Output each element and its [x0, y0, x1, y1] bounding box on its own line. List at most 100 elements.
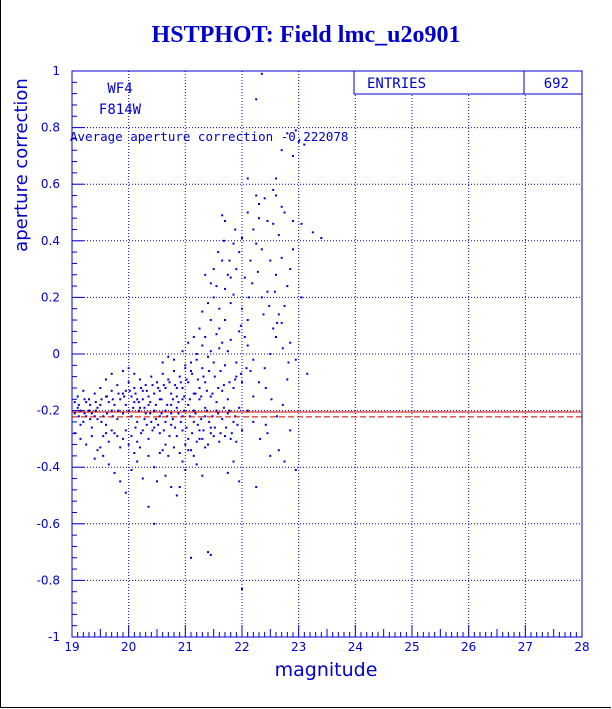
- data-point: [209, 350, 212, 353]
- data-point: [175, 387, 178, 389]
- data-point: [73, 401, 76, 404]
- data-point: [281, 403, 284, 406]
- data-point: [209, 319, 212, 321]
- data-point: [238, 480, 241, 483]
- data-point: [128, 389, 131, 392]
- data-point: [241, 429, 243, 432]
- data-point: [123, 395, 126, 398]
- data-point: [192, 409, 195, 412]
- data-point: [162, 429, 165, 432]
- data-point: [292, 154, 294, 157]
- data-point: [218, 440, 221, 443]
- data-point: [255, 194, 258, 197]
- data-point: [195, 440, 198, 443]
- data-point: [275, 336, 277, 338]
- data-point: [224, 287, 226, 290]
- data-point: [209, 282, 212, 285]
- data-point: [136, 420, 139, 423]
- x-tick-label: 28: [574, 640, 589, 654]
- data-point: [294, 358, 297, 361]
- data-point: [300, 296, 303, 299]
- data-point: [255, 486, 258, 488]
- data-point: [100, 398, 103, 401]
- data-point: [145, 423, 148, 426]
- data-point: [179, 381, 182, 384]
- data-point: [272, 327, 275, 330]
- data-point: [277, 313, 280, 316]
- data-point: [187, 449, 190, 452]
- data-point: [255, 98, 258, 101]
- data-point: [73, 432, 76, 435]
- data-point: [268, 304, 271, 307]
- data-point: [105, 423, 107, 426]
- y-tick-label: 0.4: [41, 234, 60, 248]
- data-point: [102, 435, 105, 438]
- data-point: [110, 409, 113, 412]
- data-point: [221, 389, 224, 392]
- data-point: [158, 415, 161, 418]
- data-point: [160, 398, 163, 401]
- data-point: [246, 211, 249, 214]
- data-point: [181, 398, 184, 401]
- data-point: [262, 313, 265, 316]
- data-point: [133, 387, 136, 389]
- data-point: [196, 423, 199, 426]
- data-point: [212, 435, 215, 438]
- data-point: [162, 384, 165, 387]
- data-point: [147, 437, 150, 440]
- data-point: [241, 381, 243, 384]
- data-point: [175, 435, 178, 438]
- data-point: [113, 471, 116, 474]
- data-point: [127, 443, 130, 446]
- data-point: [229, 338, 232, 341]
- data-point: [266, 220, 269, 222]
- data-point: [76, 406, 79, 409]
- data-point: [174, 384, 177, 387]
- data-point: [79, 423, 82, 426]
- data-point: [79, 437, 82, 440]
- data-point: [94, 409, 97, 412]
- data-point: [204, 415, 207, 418]
- data-point: [144, 384, 147, 387]
- x-tick-labels: 19 20 21 22 23 24 25 26 27 28: [64, 640, 589, 654]
- data-point: [198, 398, 201, 401]
- data-point: [171, 398, 174, 401]
- data-point: [107, 463, 110, 466]
- data-point: [198, 327, 201, 330]
- data-point: [181, 387, 184, 389]
- data-point: [149, 401, 152, 404]
- data-point: [226, 412, 229, 415]
- data-point: [93, 415, 96, 418]
- data-point: [154, 418, 157, 421]
- data-point: [217, 251, 220, 254]
- data-point: [83, 412, 86, 415]
- data-point: [195, 358, 198, 361]
- data-point: [111, 415, 114, 418]
- data-point: [96, 406, 99, 409]
- data-point: [167, 355, 170, 358]
- data-point: [160, 412, 163, 415]
- data-point: [204, 446, 207, 449]
- data-point: [289, 341, 292, 344]
- data-point: [292, 220, 294, 222]
- data-point: [198, 387, 201, 389]
- data-point: [187, 403, 190, 406]
- data-point: [133, 401, 136, 404]
- data-point: [141, 389, 144, 392]
- data-point: [190, 370, 192, 372]
- x-tick-label: 21: [178, 640, 193, 654]
- data-point: [139, 406, 141, 409]
- data-point: [136, 398, 139, 401]
- data-point: [110, 372, 113, 375]
- data-point: [174, 426, 177, 429]
- data-point: [136, 440, 139, 443]
- data-point: [140, 387, 143, 389]
- data-point: [236, 423, 239, 426]
- data-point: [219, 432, 222, 435]
- data-point: [200, 395, 203, 398]
- data-point: [127, 409, 130, 412]
- data-point: [181, 415, 184, 418]
- data-point: [119, 446, 122, 449]
- x-tick-label: 25: [404, 640, 419, 654]
- data-point: [184, 469, 187, 471]
